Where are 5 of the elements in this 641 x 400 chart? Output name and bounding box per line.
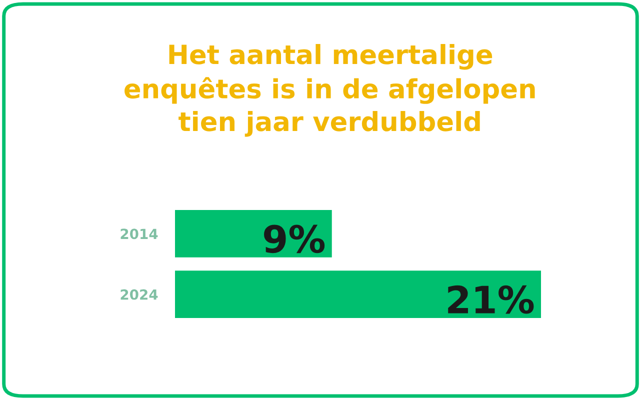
chart-title: Het aantal meertalige enquêtes is in de afgelopen tien jaar verdubbeld [124,44,535,137]
y-tick-label: 2014 [120,228,158,240]
y-tick-label: 2024 [120,289,158,300]
data-label: 9% [264,224,325,254]
data-label: 21% [448,285,534,314]
